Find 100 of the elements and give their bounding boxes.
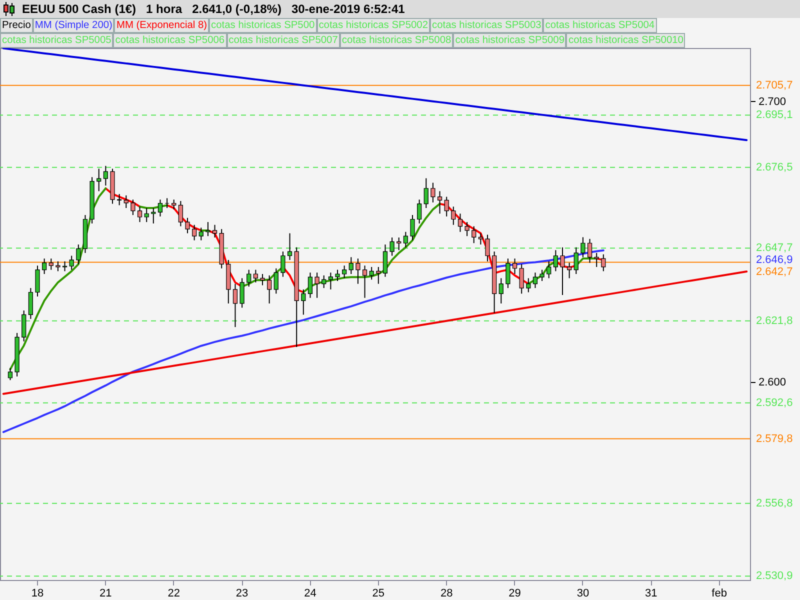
candlestick <box>42 258 47 274</box>
candlestick <box>8 368 13 381</box>
candlestick <box>69 255 74 270</box>
candlestick <box>192 224 197 241</box>
ref-line-label: 2.642,7 <box>756 266 793 278</box>
y-tick-label: 2.700 <box>758 96 786 108</box>
candlestick <box>587 238 592 264</box>
candlestick <box>212 224 218 238</box>
candlestick <box>390 237 394 256</box>
candlestick <box>267 274 272 304</box>
candlestick <box>560 246 565 296</box>
candlestick <box>253 269 258 283</box>
candlestick <box>280 251 286 278</box>
candlestick <box>356 258 360 284</box>
candlestick <box>403 231 408 248</box>
ref-line-label: 2.530,9 <box>756 570 793 582</box>
text: cotas historicas SP500 <box>209 18 317 33</box>
x-tick-label: 31 <box>645 588 658 600</box>
candlestick <box>342 265 347 279</box>
candlestick <box>172 199 176 210</box>
candlestick <box>35 265 40 297</box>
candlestick <box>96 168 102 192</box>
text: cotas historicas SP50010 <box>566 33 686 48</box>
candlestick <box>206 222 210 237</box>
x-tick-label: 22 <box>168 588 180 600</box>
candlestick <box>144 208 149 223</box>
candlestick <box>301 288 306 316</box>
candlestick <box>540 269 544 282</box>
x-tick-label: 24 <box>304 588 316 600</box>
candlestick <box>464 222 470 237</box>
candlestick <box>444 196 449 217</box>
text: cotas historicas SP5007 <box>226 33 340 48</box>
text: 2.646,9 <box>756 254 793 266</box>
y-tick-label: 2.600 <box>758 376 786 389</box>
candlestick <box>506 258 510 289</box>
x-tick-label: 23 <box>236 588 248 600</box>
candlestick <box>117 193 122 206</box>
x-tick-label: 29 <box>508 588 521 600</box>
candlestick <box>274 268 278 294</box>
candlestick <box>22 310 26 342</box>
candlestick <box>185 217 190 234</box>
x-tick-label: 30 <box>576 588 590 600</box>
candlestick <box>158 199 163 217</box>
candlestick <box>451 206 456 226</box>
candlestick <box>472 226 476 244</box>
candlestick <box>246 269 252 288</box>
candlestick <box>512 258 518 274</box>
candlestick <box>546 260 552 279</box>
text: cotas historicas SP5002 <box>316 18 430 33</box>
x-tick-label: 18 <box>31 588 44 600</box>
text: Precio <box>0 18 33 33</box>
ref-line-label: 2.556,8 <box>756 497 793 510</box>
candlestick <box>322 274 326 289</box>
candlestick <box>574 246 578 274</box>
ref-line-label: 2.621,8 <box>756 314 793 327</box>
candlestick <box>526 278 531 293</box>
text: MM (Exponencial 8) <box>114 18 210 33</box>
line-series <box>2 48 748 142</box>
candlestick <box>580 236 586 258</box>
candlestick <box>198 227 204 241</box>
candlestick <box>348 256 354 274</box>
candlestick <box>369 266 374 280</box>
candlestick <box>458 213 463 232</box>
candlestick <box>232 283 238 328</box>
candlestick <box>76 244 81 265</box>
text: cotas historicas SP5005 <box>0 33 114 48</box>
candlestick <box>328 272 333 290</box>
candlestick <box>137 206 142 223</box>
x-tick-label: 21 <box>100 588 112 600</box>
candlestick <box>396 237 402 251</box>
text: cotas historicas SP5004 <box>543 18 657 33</box>
candlestick <box>601 254 606 272</box>
candlestick <box>103 165 108 186</box>
ref-line-label: 2.579,8 <box>756 432 793 445</box>
text: cotas historicas SP5009 <box>453 33 566 48</box>
candlestick <box>485 234 490 262</box>
text: cotas historicas SP5008 <box>340 33 454 48</box>
candlestick <box>567 262 572 279</box>
candlestick <box>130 199 136 216</box>
ref-line-label: 2.695,1 <box>756 109 793 122</box>
text: cotas historicas SP5006 <box>113 33 227 48</box>
candlestick <box>424 178 428 209</box>
candlestick <box>335 269 340 282</box>
candlestick <box>28 288 33 320</box>
ref-line-label: 2.705,7 <box>756 79 793 92</box>
x-tick-label: 25 <box>372 588 385 600</box>
candlestick <box>260 273 265 286</box>
candlestick <box>417 199 422 224</box>
candlestick <box>240 278 244 308</box>
candlestick <box>287 232 292 260</box>
candlestick <box>124 194 128 209</box>
ref-line-label: 2.592,6 <box>756 396 793 409</box>
x-tick-label: feb <box>712 588 727 600</box>
chart-subtitle: 1 hora 2.641,0 (-0,18%) 30-ene-2019 6:52:41 <box>145 2 405 16</box>
ref-line-label: 2.647,7 <box>756 242 793 254</box>
candlestick <box>48 258 54 270</box>
text: MM (Simple 200) <box>32 18 114 33</box>
candlestick <box>56 260 60 272</box>
candlestick <box>178 200 183 227</box>
candlestick <box>519 264 524 294</box>
